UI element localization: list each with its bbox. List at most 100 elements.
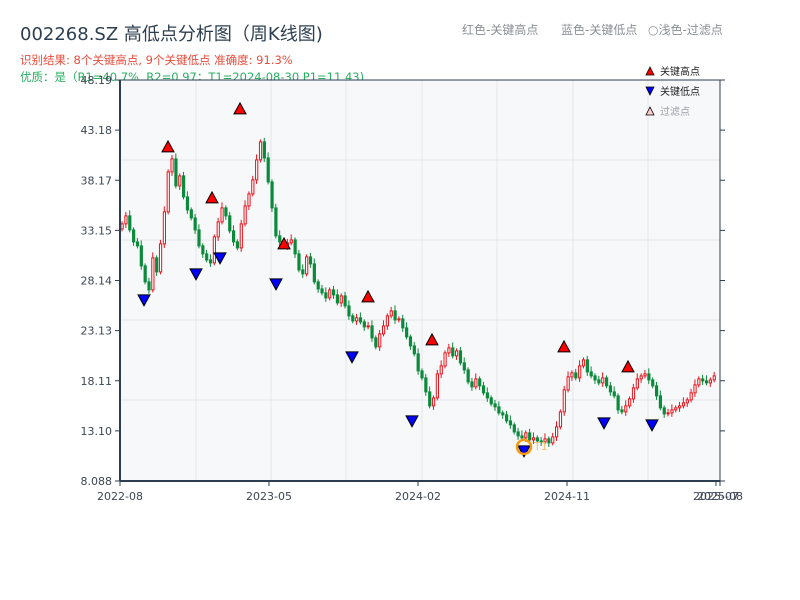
candle-body [712, 375, 716, 381]
candle-body [362, 321, 366, 328]
candle-body [208, 259, 213, 264]
candle-body [220, 207, 224, 223]
candle-body [358, 317, 363, 323]
candle-body [185, 196, 190, 211]
candle-body [143, 265, 147, 283]
candle-body [528, 432, 532, 441]
x-tick-label: 2025-07 [693, 490, 739, 503]
candle-body [232, 230, 236, 243]
candle-body [651, 379, 655, 387]
candle-body [385, 315, 390, 327]
candle-body [470, 381, 474, 388]
x-tick-label: 2023-05 [246, 490, 292, 503]
candle-body [516, 431, 520, 437]
candle-body [574, 372, 578, 379]
candle-body [512, 424, 516, 433]
candle-body [378, 333, 382, 348]
candle-body [347, 305, 351, 317]
candle-body [493, 403, 497, 408]
candle-body [535, 437, 539, 442]
candle-body [420, 370, 424, 379]
candle-body [616, 395, 620, 411]
candle-body [608, 385, 613, 393]
candle-body [497, 406, 501, 414]
legend-low-icon [645, 86, 655, 96]
candle-body [681, 402, 686, 407]
candle-body [520, 435, 524, 439]
y-tick-label: 18.11 [81, 375, 113, 388]
candle-body [397, 318, 401, 321]
candle-body [343, 295, 347, 307]
candle-body [589, 371, 593, 377]
candle-body [555, 426, 559, 438]
candle-body [205, 253, 209, 261]
candle-body [243, 205, 247, 225]
candle-body [689, 392, 693, 401]
candle-body [597, 379, 601, 384]
candle-body [704, 380, 709, 384]
candle-body [501, 412, 505, 416]
candle-body [139, 245, 143, 267]
candle-body [562, 389, 566, 413]
candle-body [193, 217, 197, 231]
candle-body [389, 310, 393, 317]
candle-body [458, 350, 463, 364]
candle-body [593, 375, 597, 381]
candle-body [174, 158, 178, 187]
candle-body [481, 385, 486, 394]
candle-body [251, 179, 255, 195]
candle-body [601, 377, 605, 384]
x-tick-label: 2025-08 [697, 490, 743, 503]
candle-body [643, 373, 647, 377]
candle-body [301, 269, 305, 275]
candle-body [132, 229, 136, 243]
candle-body [708, 379, 713, 384]
key-low-marker [269, 278, 283, 291]
candle-body [489, 397, 493, 405]
candle-body [424, 377, 428, 393]
chart-title: 002268.SZ 高低点分析图（周K线图) [20, 24, 323, 45]
candle-body [178, 175, 182, 187]
candle-body [381, 325, 386, 335]
key-low-marker [517, 445, 531, 458]
candle-body [201, 245, 205, 255]
candle-body [270, 181, 274, 209]
candle-body [324, 292, 328, 299]
candle-body [439, 365, 443, 375]
key-low-marker [137, 294, 151, 307]
key-low-marker [645, 419, 659, 432]
top-legend-light: ○浅色-过滤点 [648, 23, 723, 37]
candle-body [558, 411, 563, 428]
candle-body [631, 387, 636, 400]
candle-body [478, 378, 482, 387]
candle-body [416, 353, 420, 372]
candle-body [693, 384, 697, 394]
candle-body [266, 157, 270, 183]
t1-label: T1 [533, 440, 548, 453]
legend-label: 过滤点 [660, 105, 690, 118]
candle-body [239, 223, 243, 249]
candle-body [662, 407, 666, 415]
candle-body [635, 378, 639, 389]
candle-body [570, 372, 574, 378]
candle-body [685, 399, 689, 404]
candle-body [604, 377, 609, 387]
candle-body [274, 207, 278, 237]
candle-body [628, 398, 632, 407]
candle-body [370, 325, 374, 339]
key-high-marker [621, 359, 635, 373]
y-tick-label: 38.17 [81, 174, 113, 187]
top-legend-red: 红色-关键高点 [462, 23, 539, 37]
candle-body [639, 375, 643, 380]
candle-body [462, 362, 466, 371]
candle-body [455, 350, 459, 357]
candle-body [408, 336, 413, 347]
candle-body [293, 239, 297, 255]
y-tick-label: 23.13 [81, 325, 113, 338]
candle-body [624, 405, 628, 413]
candle-body [697, 378, 701, 386]
top-legend-blue: 蓝色-关键低点 [561, 23, 638, 37]
legend-filtered-icon [645, 106, 655, 116]
candle-body [451, 347, 455, 357]
candle-body [666, 412, 670, 415]
